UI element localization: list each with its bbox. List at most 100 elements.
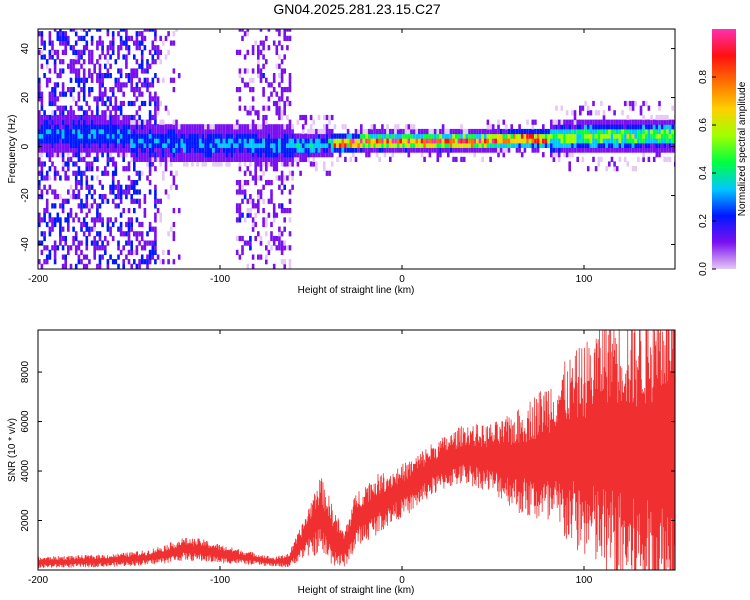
spectrogram-cell: [104, 166, 107, 172]
spectrogram-cell: [193, 156, 197, 162]
spectrogram-cell: [243, 68, 247, 74]
spectrogram-cell: [193, 142, 197, 148]
spectrogram-cell: [48, 31, 52, 37]
spectrogram-cell: [460, 147, 463, 153]
spectrogram-cell: [615, 147, 619, 153]
spectrogram-cell: [59, 203, 62, 209]
spectrogram-cell: [526, 128, 529, 135]
spectrogram-cell: [104, 138, 107, 144]
spectrogram-cell: [98, 138, 102, 144]
spectrogram-cell: [470, 147, 474, 153]
spectrogram-cell: [623, 100, 627, 107]
spectrogram-cell: [127, 35, 131, 41]
spectrogram-cell: [246, 68, 250, 74]
spectrogram-cell: [61, 198, 65, 204]
spectrogram-cell: [82, 59, 86, 65]
spectrogram-cell: [362, 147, 366, 153]
spectrogram-cell: [349, 133, 352, 139]
spectrogram-cell: [610, 142, 614, 148]
spectrogram-cell: [114, 105, 118, 111]
spectrogram-cell: [67, 119, 70, 125]
spectrogram-cell: [133, 128, 136, 135]
spectrogram-cell: [77, 133, 81, 139]
spectrogram-cell: [560, 147, 564, 153]
spectrogram-cell: [177, 147, 181, 153]
spectrogram-cell: [64, 49, 67, 55]
spectrogram-cell: [249, 110, 252, 116]
spectrogram-cell: [154, 110, 157, 116]
spectrogram-cell: [77, 82, 81, 88]
spectrogram-cell: [169, 152, 173, 158]
spectrogram-cell: [164, 147, 168, 153]
spectrogram-cell: [668, 138, 672, 144]
spectrogram-cell: [294, 133, 297, 139]
spectrogram-cell: [56, 152, 60, 158]
spectrogram-cell: [354, 142, 358, 148]
spectrogram-cell: [101, 49, 104, 55]
spectrogram-cell: [45, 119, 49, 125]
spectrogram-cell: [484, 142, 487, 148]
spectrogram-cell: [53, 96, 57, 102]
spectrogram-cell: [199, 138, 202, 144]
spectrogram-cell: [621, 128, 624, 135]
spectrogram-cell: [272, 208, 276, 214]
spectrogram-cell: [164, 152, 168, 158]
spectrogram-cell: [140, 138, 144, 144]
spectrogram-cell: [104, 110, 107, 116]
spectrogram-cell: [629, 100, 632, 107]
spectrogram-cell: [175, 119, 178, 125]
snr-ylabel: SNR (10 * v/v): [7, 418, 18, 482]
spectrogram-cell: [180, 138, 184, 144]
spectrogram-cell: [605, 128, 608, 135]
spectrogram-cell: [122, 124, 125, 130]
spectrogram-cell: [312, 133, 316, 139]
spectrogram-cell: [204, 156, 207, 162]
spectrogram-cell: [101, 254, 104, 260]
spectrogram-cell: [53, 170, 57, 176]
spectrogram-cell: [133, 208, 136, 214]
spectrogram-cell: [67, 128, 70, 135]
spectrogram-cell: [235, 235, 239, 242]
spectrogram-cell: [96, 208, 99, 214]
spectrogram-cell: [428, 142, 432, 148]
spectrogram-cell: [43, 147, 46, 153]
spectrogram-cell: [38, 194, 41, 200]
spectrogram-cell: [201, 133, 205, 139]
spectrogram-cell: [77, 59, 81, 65]
spectrogram-cell: [286, 114, 289, 121]
spectrogram-cell: [304, 138, 308, 144]
spectrogram-cell: [338, 138, 342, 144]
spectrogram-cell: [259, 189, 263, 195]
spectrogram-cell: [478, 147, 482, 153]
spectrogram-cell: [462, 147, 466, 153]
spectrogram-cell: [668, 133, 672, 139]
spectrogram-cell: [312, 128, 316, 135]
spectrogram-cell: [114, 96, 118, 102]
spectrogram-cell: [143, 156, 147, 162]
spectrogram-cell: [291, 184, 294, 190]
spectrogram-cell: [77, 156, 81, 162]
spectrogram-cell: [82, 91, 86, 97]
spectrogram-cell: [159, 147, 162, 153]
spectrogram-cell: [53, 194, 57, 200]
spectrogram-cell: [220, 124, 223, 130]
spectrogram-cell: [494, 133, 498, 139]
spectrogram-cell: [109, 156, 112, 162]
spectrogram-cell: [230, 147, 234, 153]
spectrogram-cell: [386, 147, 389, 153]
spectrogram-cell: [642, 133, 645, 139]
spectrogram-cell: [254, 161, 257, 167]
spectrogram-cell: [53, 240, 57, 246]
spectrogram-cell: [80, 128, 83, 135]
spectrogram-cell: [61, 226, 65, 232]
spectrogram-cell: [59, 124, 62, 130]
spectrogram-cell: [267, 180, 271, 186]
spectrogram-cell: [325, 138, 329, 144]
spectrogram-cell: [439, 147, 442, 153]
spectrogram-cell: [280, 68, 284, 74]
spectrogram-cell: [270, 142, 273, 148]
spectrogram-cell: [119, 68, 123, 74]
spectrogram-cell: [618, 142, 622, 148]
spectrogram-cell: [349, 142, 352, 148]
